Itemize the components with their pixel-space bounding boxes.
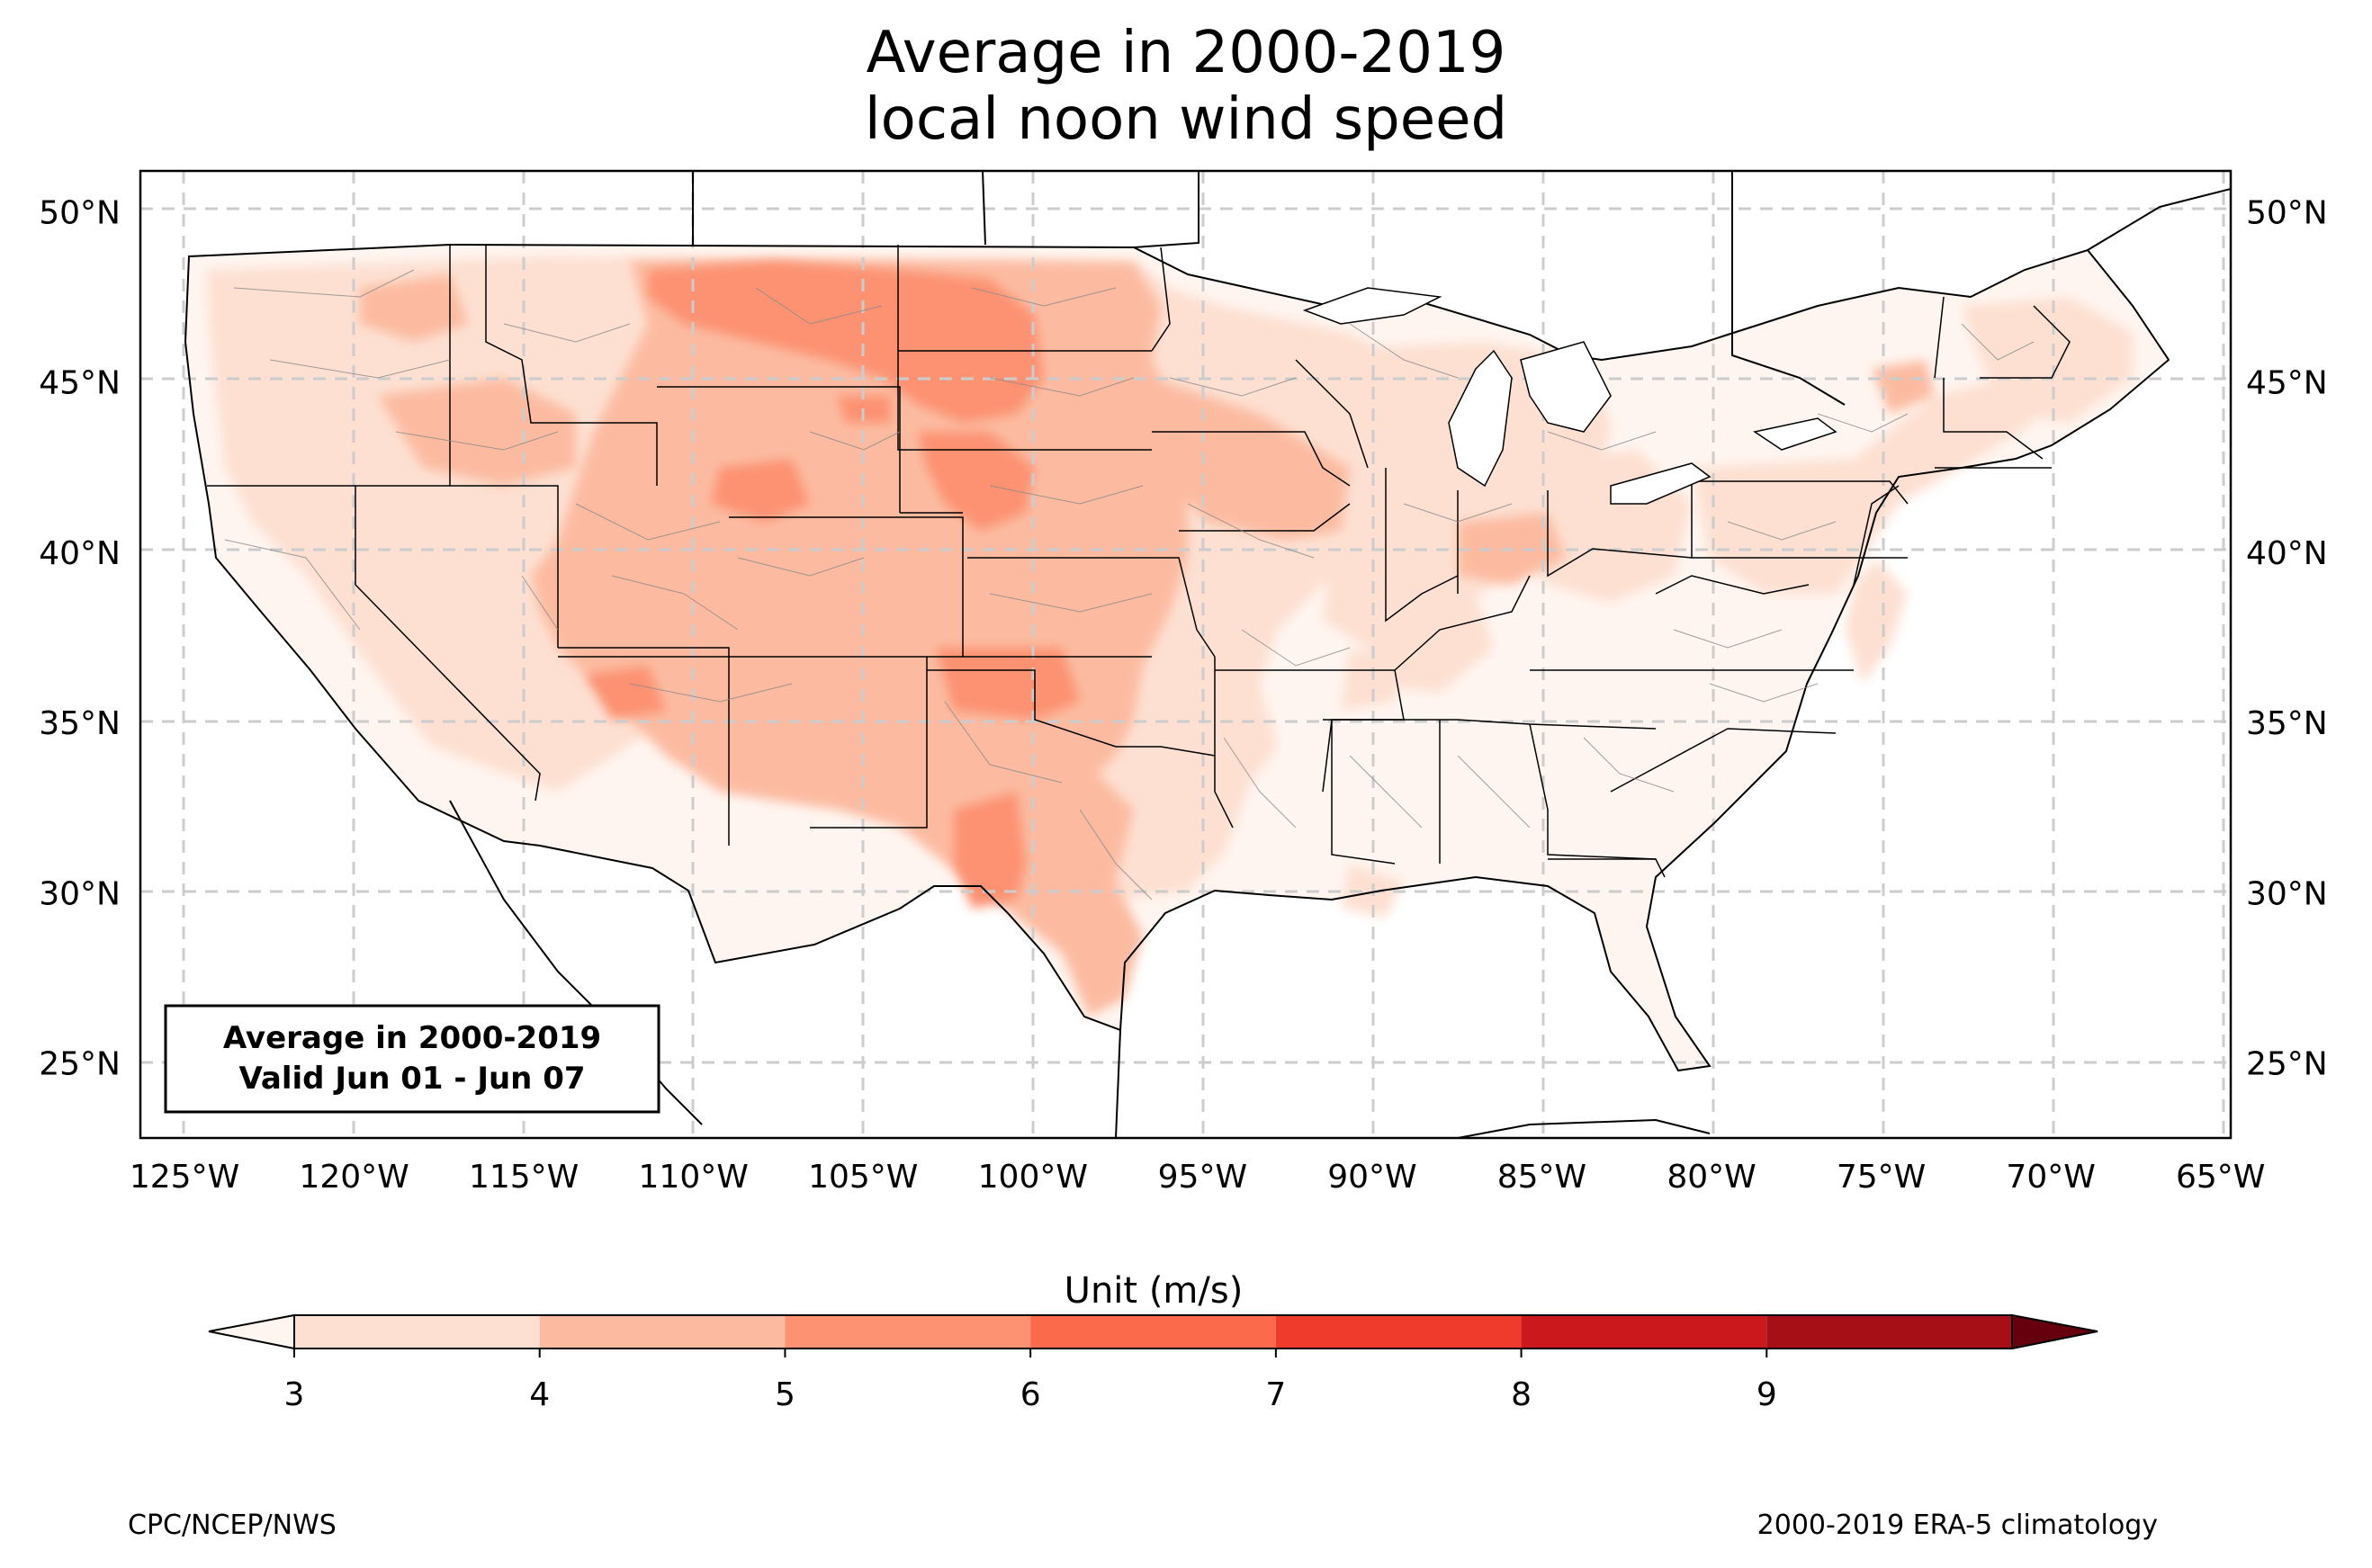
coastlines-and-borders — [184, 171, 2231, 1138]
info-box-line2: Valid Jun 01 - Jun 07 — [238, 1061, 585, 1097]
footer-source-credit: CPC/NCEP/NWS — [128, 1510, 337, 1541]
latitude-tick-label-left: 50°N — [39, 194, 121, 231]
latitude-tick-label-right: 45°N — [2246, 365, 2328, 402]
colorbar-under-arrow — [208, 1313, 295, 1350]
colorbar-tick-labels: 3 4 5 6 7 8 9 — [284, 1348, 1777, 1413]
longitude-tick-label: 115°W — [469, 1159, 579, 1196]
colorbar-tick-label: 4 — [529, 1376, 550, 1413]
colorbar-frame — [293, 1314, 2013, 1349]
colorbar-tick-label: 8 — [1511, 1376, 1532, 1413]
latitude-tick-label-left: 35°N — [39, 705, 121, 742]
colorbar-segment — [294, 1315, 540, 1348]
colorbar-segment — [1521, 1315, 1767, 1348]
colorbar-over-arrow — [2011, 1313, 2098, 1350]
latitude-tick-labels-left: 50°N 45°N 40°N 35°N 30°N 25°N — [39, 194, 121, 1082]
map-title-line1: Average in 2000-2019 — [866, 20, 1506, 86]
colorbar: Unit (m/s) 3 4 5 6 7 8 9 — [208, 1270, 2098, 1413]
latitude-tick-labels-right: 50°N 45°N 40°N 35°N 30°N 25°N — [2246, 194, 2328, 1082]
info-box-frame — [164, 1004, 660, 1114]
longitude-tick-label: 70°W — [2006, 1159, 2095, 1196]
county-borders — [224, 269, 2035, 900]
map-gridlines — [140, 171, 2231, 1138]
longitude-tick-label: 80°W — [1667, 1159, 1756, 1196]
latitude-tick-label-right: 30°N — [2246, 875, 2328, 912]
colorbar-tick-label: 5 — [775, 1376, 795, 1413]
latitude-tick-label-right: 35°N — [2246, 705, 2328, 742]
latitude-tick-label-left: 25°N — [39, 1046, 121, 1083]
great-lakes — [1302, 287, 1837, 505]
wind-band-5-6 — [585, 261, 1080, 909]
latitude-tick-label-right: 25°N — [2246, 1046, 2328, 1083]
latitude-tick-label-left: 45°N — [39, 365, 121, 402]
colorbar-segment — [539, 1315, 786, 1348]
longitude-tick-label: 100°W — [978, 1159, 1088, 1196]
latitude-tick-label-left: 40°N — [39, 535, 121, 572]
colorbar-segment — [1030, 1315, 1276, 1348]
state-borders — [207, 245, 2071, 878]
colorbar-tick-label: 7 — [1265, 1376, 1286, 1413]
longitude-tick-label: 110°W — [639, 1159, 749, 1196]
longitude-tick-label: 120°W — [299, 1159, 409, 1196]
colorbar-tick-label: 9 — [1757, 1376, 1777, 1413]
colorbar-segment — [1766, 1315, 2012, 1348]
info-box: Average in 2000-2019 Valid Jun 01 - Jun … — [164, 1004, 660, 1114]
longitude-tick-labels: 125°W 120°W 115°W 110°W 105°W 100°W 95°W 90°W 85… — [130, 1159, 2266, 1196]
colorbar-segment — [1275, 1315, 1522, 1348]
latitude-tick-label-right: 40°N — [2246, 535, 2328, 572]
longitude-tick-label: 90°W — [1327, 1159, 1416, 1196]
map-frame — [139, 169, 2233, 1140]
latitude-tick-label-left: 30°N — [39, 875, 121, 912]
longitude-tick-label: 105°W — [808, 1159, 918, 1196]
map-area — [140, 171, 2231, 1138]
longitude-tick-label: 75°W — [1837, 1159, 1926, 1196]
colorbar-label: Unit (m/s) — [1065, 1270, 1244, 1312]
colorbar-segments — [294, 1315, 2012, 1348]
longitude-tick-label: 65°W — [2176, 1159, 2265, 1196]
map-title-line2: local noon wind speed — [864, 86, 1508, 153]
info-box-line1: Average in 2000-2019 — [223, 1020, 601, 1056]
colorbar-tick-label: 6 — [1020, 1376, 1041, 1413]
colorbar-tick-label: 3 — [284, 1376, 305, 1413]
longitude-tick-label: 85°W — [1497, 1159, 1586, 1196]
longitude-tick-label: 125°W — [130, 1159, 239, 1196]
longitude-tick-label: 95°W — [1158, 1159, 1247, 1196]
latitude-tick-label-right: 50°N — [2246, 194, 2328, 231]
colorbar-segment — [785, 1315, 1031, 1348]
footer-climatology-note: 2000-2019 ERA-5 climatology — [1757, 1510, 2158, 1541]
